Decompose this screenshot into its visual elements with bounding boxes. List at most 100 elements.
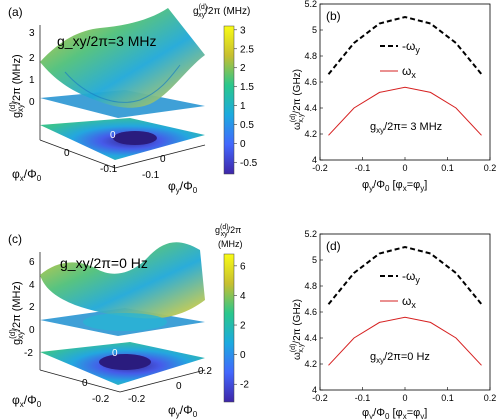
panel-c-colorbar-tick-label: 4 bbox=[240, 291, 246, 302]
panel-c-contour-min bbox=[99, 354, 151, 370]
panel-c-zlabel: g(d)xy/2π (MHz) bbox=[8, 281, 25, 345]
panel-a-colorbar bbox=[223, 25, 235, 175]
panel-a-y-tick: 0 bbox=[160, 154, 166, 165]
panel-c-colorbar-tick-label: 6 bbox=[240, 261, 246, 272]
panel-d-x-tick-label: -0.1 bbox=[355, 393, 371, 403]
panel-b-series-omega-y-line bbox=[327, 15, 483, 75]
panel-d: (d) -0.2 -0.1 0 0.1 0.244.24.44.64.855.2 -ωy… bbox=[290, 229, 496, 419]
panel-c-y-tick: 0.2 bbox=[198, 366, 212, 377]
panel-a-zlabel: g(d)xy/2π (MHz) bbox=[8, 54, 25, 118]
panel-b-y-tick-label: 5.2 bbox=[304, 0, 317, 9]
panel-c-z-tick: 0 bbox=[29, 325, 35, 336]
panel-d-x-tick-label: 0.2 bbox=[484, 393, 497, 403]
panel-b-plot-area bbox=[319, 3, 491, 161]
panel-d-ticks: -0.2 -0.1 0 0.1 0.2 4 4.2 4.4 4.6 4.8 5 5.2 bbox=[304, 229, 496, 403]
panel-c-contour-label: 0 bbox=[112, 348, 118, 359]
panel-b-x-tick-label: 0.1 bbox=[441, 163, 454, 173]
panel-b-x-tick-label: 0 bbox=[402, 163, 407, 173]
panel-a-colorbar-tick-label: 2.5 bbox=[240, 44, 254, 55]
panel-c-ylabel: φy/Φ0 bbox=[168, 403, 198, 419]
panel-a-surface-valley bbox=[64, 64, 181, 103]
panel-d-series-omega-x-line bbox=[328, 316, 482, 366]
panel-c-label: (c) bbox=[8, 232, 22, 246]
panel-c-xy-ticks: 0 -0.2 0.2 0 -0.2 bbox=[82, 366, 212, 405]
panel-c-z-tick: 4 bbox=[29, 280, 35, 291]
panel-a-x-tick: -0.1 bbox=[100, 164, 118, 175]
panel-c-y-tick: -0.2 bbox=[128, 394, 146, 405]
panel-d-ylabel: ω(d)x,y/2π (GHz) bbox=[290, 299, 305, 360]
panel-d-y-tick-label: 4 bbox=[312, 385, 317, 395]
panel-c-x-tick: 0 bbox=[82, 378, 88, 389]
panel-b-x-tick-label: -0.1 bbox=[355, 163, 371, 173]
panel-c-colorbar-title-line2: (MHz) bbox=[218, 239, 243, 249]
panel-a-xy-ticks: 0 -0.1 0 -0.1 bbox=[64, 148, 166, 181]
panel-c-colorbar-ticks: 6 4 2 0 -2 bbox=[234, 261, 249, 391]
panel-b: (b) -0.2 -0.1 0 0.1 0.244.24.44.64.855.2 -ωy… bbox=[290, 0, 496, 193]
panel-a-colorbar-tick-label: 1 bbox=[240, 101, 246, 112]
panel-b-annotation: gxy/2π= 3 MHz bbox=[370, 121, 442, 135]
panel-b-ylabel: ω(d)x,y/2π (GHz) bbox=[290, 69, 305, 130]
panel-a-3d-axes bbox=[39, 25, 206, 169]
panel-a-colorbar-tick-label: -0.5 bbox=[240, 158, 258, 169]
panel-a: (a) 0 g_xy/2π=3 MHz 3 2 1 0 g(d)xy/2π bbox=[8, 4, 258, 195]
panel-a-annotation: g_xy/2π=3 MHz bbox=[57, 33, 157, 49]
panel-c-colorbar-tick-label: 0 bbox=[240, 350, 246, 361]
panel-a-label: (a) bbox=[8, 5, 23, 19]
panel-c: (c) 0 g_xy/2π=0 Hz 6 4 2 0 -2 g(d)xy/2π … bbox=[8, 224, 249, 419]
panel-a-contour-min bbox=[113, 131, 157, 145]
panel-b-label: (b) bbox=[326, 9, 341, 23]
panel-b-series bbox=[327, 15, 483, 136]
panel-c-z-tick: 2 bbox=[29, 302, 35, 313]
panel-b-y-tick-label: 4.8 bbox=[304, 51, 317, 61]
panel-d-label: (d) bbox=[326, 239, 341, 253]
panel-c-colorbar-tick-label: -2 bbox=[240, 380, 249, 391]
panel-d-y-tick-label: 5.2 bbox=[304, 229, 317, 239]
panel-a-x-tick: 0 bbox=[64, 148, 70, 159]
panel-a-colorbar-title: g(d) xy/2π (MHz) bbox=[193, 4, 250, 19]
panel-b-xlabel: φy/Φ0 [φx=φy] bbox=[362, 179, 427, 193]
panel-c-xlabel: φx/Φ0 bbox=[12, 393, 42, 409]
panel-a-colorbar-tick-label: 2 bbox=[240, 63, 246, 74]
panel-b-y-tick-label: 5 bbox=[312, 25, 317, 35]
panel-d-series bbox=[327, 245, 483, 366]
panel-a-colorbar-ticks: 3 2.5 2 1.5 1 0.5 0 -0.5 bbox=[234, 25, 258, 169]
panel-d-y-tick-label: 4.8 bbox=[304, 281, 317, 291]
panel-a-z-ticks: 3 2 1 0 bbox=[29, 28, 35, 108]
panel-b-ticks: -0.2 -0.1 0 0.1 0.2 4 4.2 4.4 4.6 4.8 5 5.2 bbox=[304, 0, 496, 173]
panel-c-z-tick: -2 bbox=[24, 348, 33, 359]
panel-a-ylabel: φy/Φ0 bbox=[168, 179, 198, 195]
panel-c-colorbar-tick-label: 2 bbox=[240, 321, 246, 332]
panel-d-annotation: gxy/2π=0 Hz bbox=[370, 351, 430, 365]
panel-d-plot-area bbox=[319, 233, 491, 391]
panel-b-y-tick-label: 4 bbox=[312, 155, 317, 165]
panel-c-colorbar-title: g(d) xy/2π bbox=[215, 224, 241, 238]
panel-d-x-tick-label: 0 bbox=[402, 393, 407, 403]
panel-d-xlabel: φy/Φ0 [φx=φy] bbox=[362, 407, 427, 419]
panel-a-z-tick: 3 bbox=[29, 28, 35, 39]
panel-c-surface-bowl bbox=[83, 313, 167, 331]
panel-b-x-tick-label: -0.2 bbox=[312, 163, 328, 173]
panel-d-y-tick-label: 4.4 bbox=[304, 333, 317, 343]
panel-b-y-tick-label: 4.6 bbox=[304, 77, 317, 87]
panel-a-surface bbox=[40, 8, 205, 108]
panel-a-colorbar-tick-label: 0 bbox=[240, 139, 246, 150]
panel-b-x-tick-label: 0.2 bbox=[484, 163, 497, 173]
panel-d-y-tick-label: 4.2 bbox=[304, 359, 317, 369]
panel-c-3d-axes bbox=[39, 252, 206, 393]
panel-c-x-tick: -0.2 bbox=[92, 394, 110, 405]
panel-a-colorbar-tick-label: 3 bbox=[240, 25, 246, 36]
panel-a-z-tick: 2 bbox=[29, 53, 35, 64]
panel-c-z-ticks: 6 4 2 0 -2 bbox=[24, 257, 35, 359]
panel-b-y-tick-label: 4.4 bbox=[304, 103, 317, 113]
panel-d-y-tick-label: 5 bbox=[312, 255, 317, 265]
panel-a-colorbar-tick-label: 0.5 bbox=[240, 120, 254, 131]
panel-c-z-tick: 6 bbox=[29, 257, 35, 268]
panel-a-xlabel: φx/Φ0 bbox=[12, 167, 42, 183]
panel-d-x-tick-label: -0.2 bbox=[312, 393, 328, 403]
panel-c-annotation: g_xy/2π=0 Hz bbox=[60, 255, 148, 271]
panel-a-colorbar-tick-label: 1.5 bbox=[240, 82, 254, 93]
panel-b-series-omega-x-line bbox=[328, 86, 482, 136]
panel-a-y-tick: -0.1 bbox=[142, 170, 160, 181]
panel-c-surface bbox=[40, 242, 205, 319]
